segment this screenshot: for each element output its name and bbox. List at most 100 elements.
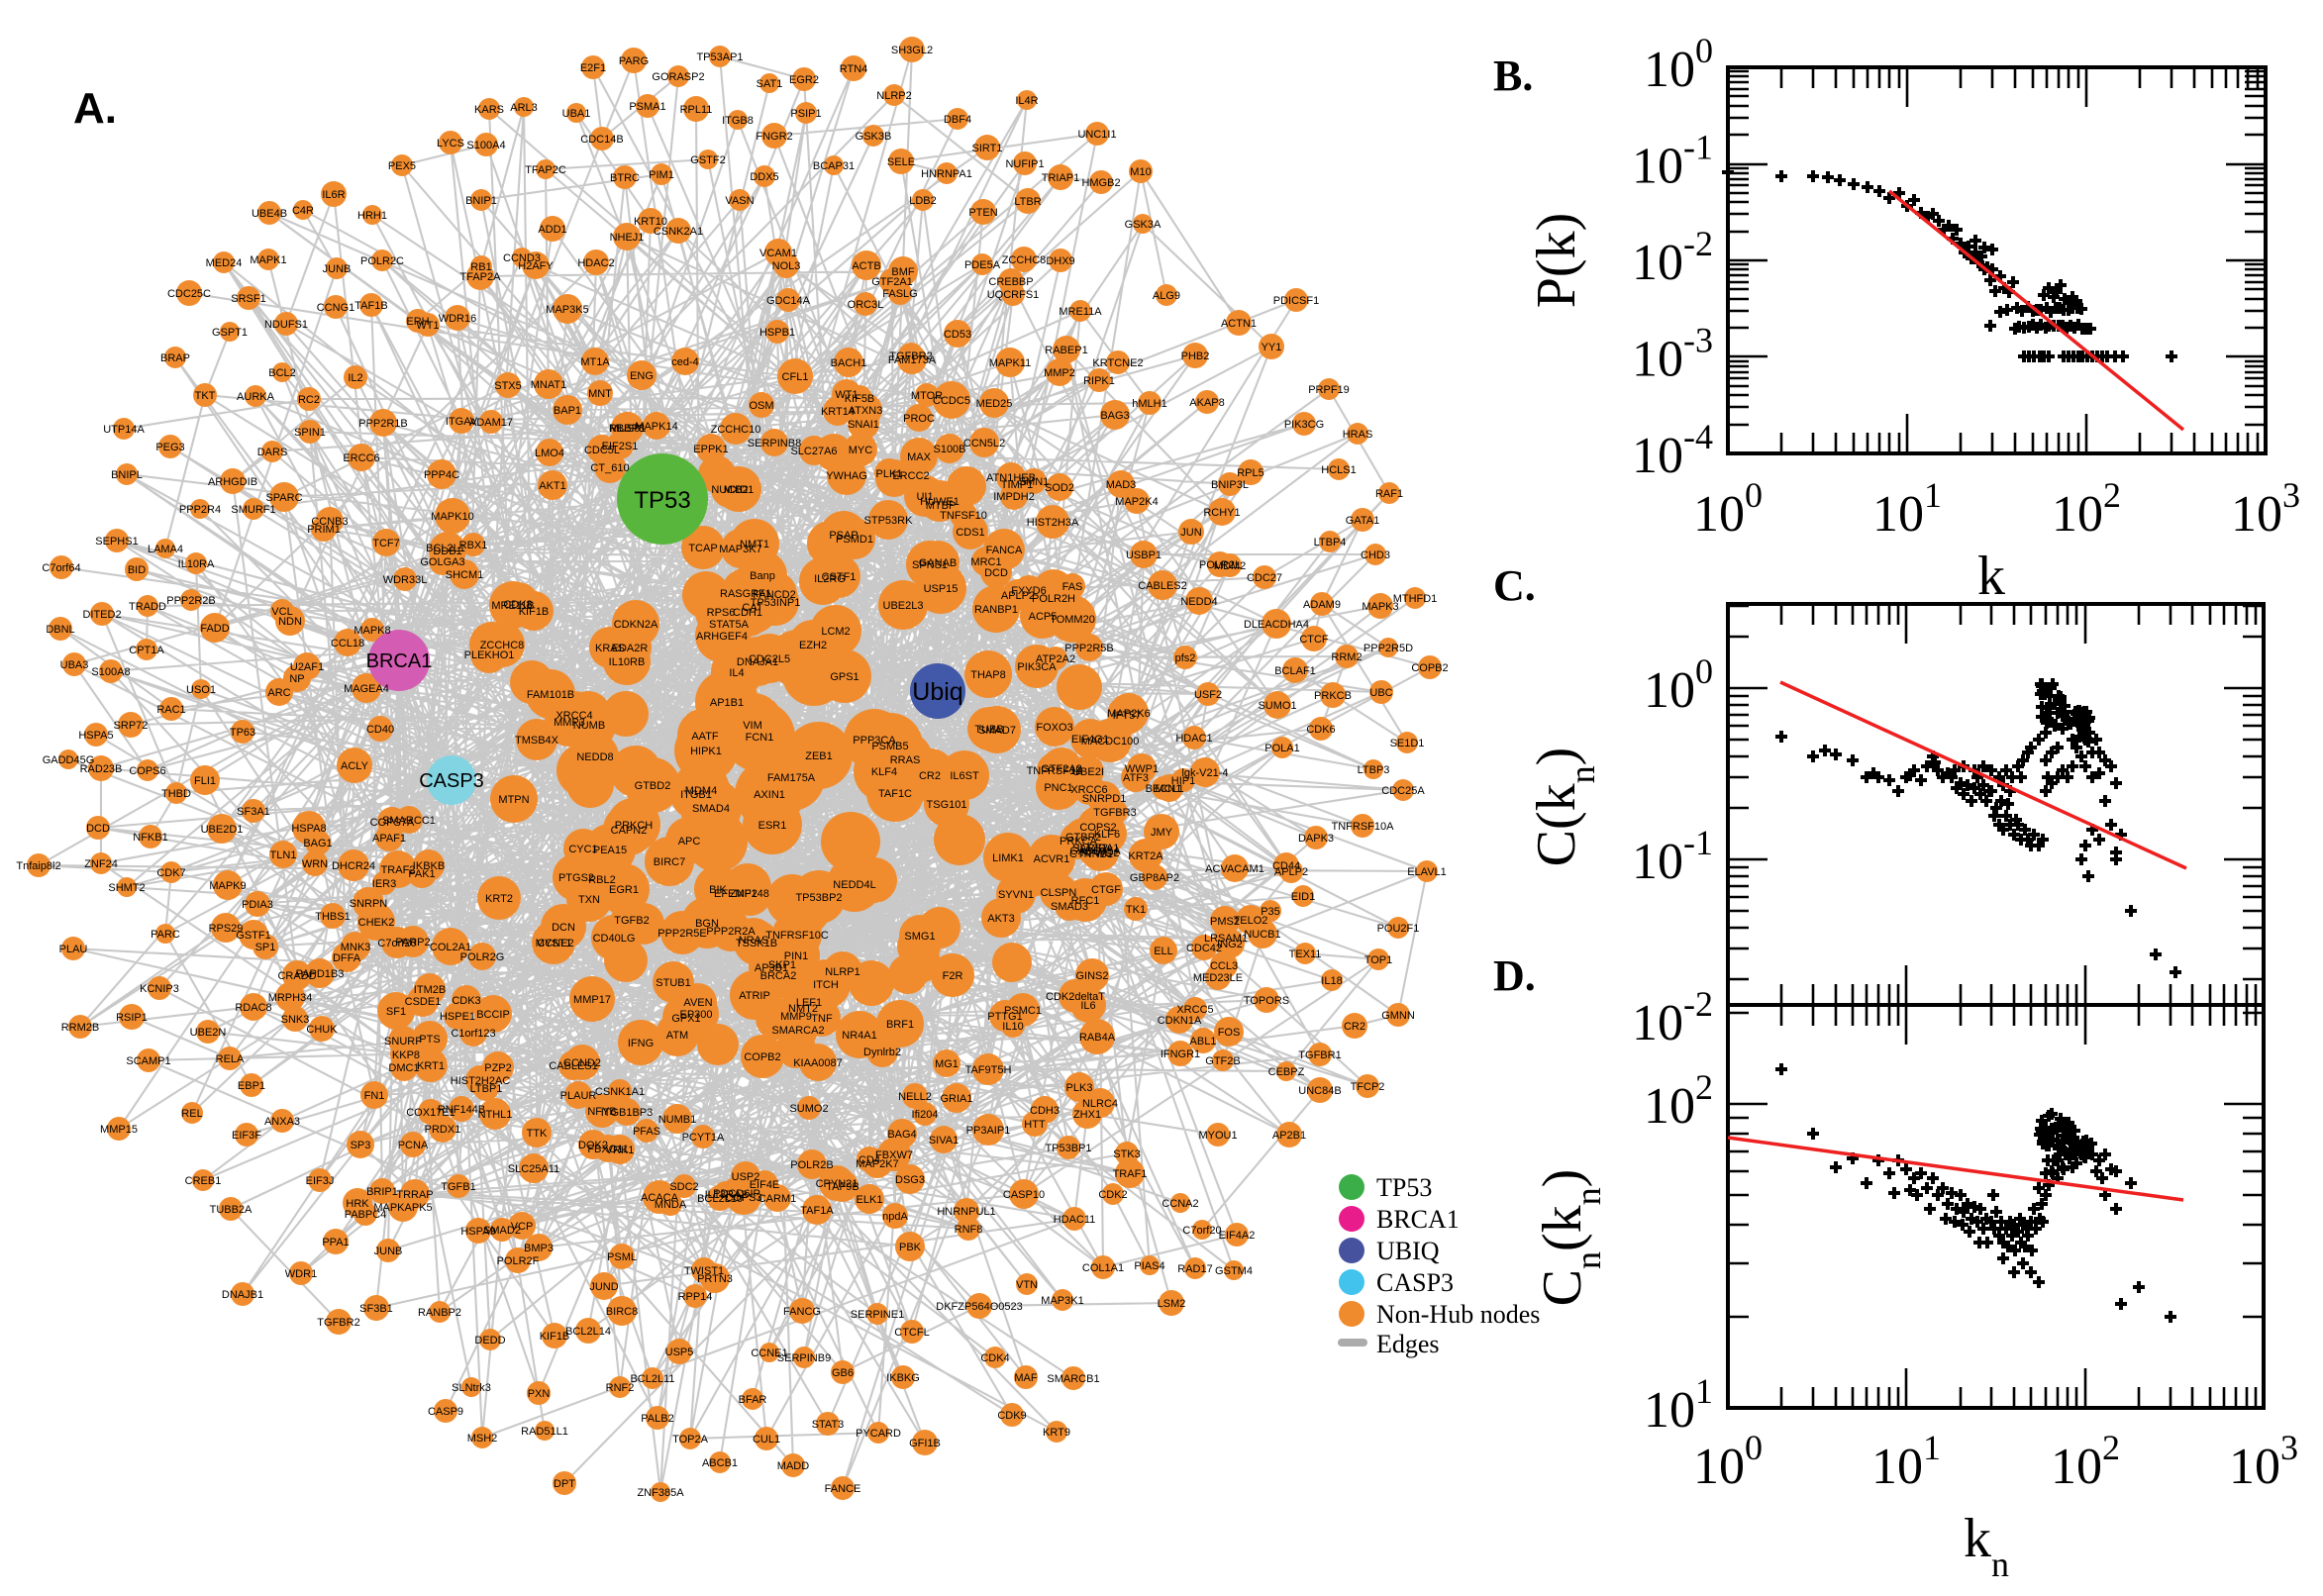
svg-text:FBXW7: FBXW7 (875, 1149, 913, 1161)
svg-text:ZHX1: ZHX1 (1073, 1109, 1101, 1121)
svg-text:IL10: IL10 (1002, 1021, 1023, 1033)
svg-text:IL13RA2: IL13RA2 (705, 1189, 748, 1201)
svg-text:FASLG: FASLG (882, 288, 917, 300)
svg-text:NELL2: NELL2 (898, 1091, 932, 1103)
svg-text:ATRIP: ATRIP (739, 990, 770, 1002)
svg-text:ERCC2: ERCC2 (892, 470, 929, 482)
svg-text:JUNB: JUNB (374, 1246, 403, 1257)
svg-text:TEX11: TEX11 (1289, 948, 1322, 960)
svg-text:MXD1: MXD1 (724, 484, 755, 496)
svg-text:AXIN1: AXIN1 (754, 789, 785, 801)
svg-text:VIM: VIM (743, 720, 762, 732)
svg-text:FXYD6: FXYD6 (1011, 585, 1046, 597)
svg-text:k: k (1977, 546, 2005, 607)
svg-text:TKT: TKT (195, 390, 216, 402)
svg-text:CCL3: CCL3 (1210, 960, 1238, 972)
svg-text:100: 100 (1644, 651, 1713, 719)
svg-text:DITED2: DITED2 (82, 609, 121, 621)
svg-text:KLF4: KLF4 (871, 766, 897, 778)
svg-text:IL6R: IL6R (322, 189, 345, 201)
svg-text:HIP1: HIP1 (1171, 775, 1195, 787)
svg-text:CABLES1: CABLES1 (549, 1060, 598, 1072)
svg-text:AP3B1: AP3B1 (755, 962, 788, 974)
svg-text:SF3B1: SF3B1 (359, 1303, 393, 1315)
svg-text:PLK3: PLK3 (1066, 1082, 1093, 1094)
svg-text:KIF1B: KIF1B (540, 1331, 570, 1343)
svg-text:JUND: JUND (589, 1281, 618, 1293)
svg-text:HRH1: HRH1 (357, 210, 387, 222)
svg-text:WDR1: WDR1 (285, 1268, 317, 1280)
svg-text:VTN: VTN (1016, 1279, 1038, 1291)
svg-text:TP53: TP53 (634, 487, 690, 514)
svg-text:ZNF385A: ZNF385A (637, 1487, 684, 1499)
svg-text:RPS6: RPS6 (707, 607, 736, 619)
svg-text:RFC1: RFC1 (1071, 895, 1100, 907)
svg-text:TMSB4X: TMSB4X (515, 735, 559, 747)
svg-text:SNRPN: SNRPN (350, 898, 388, 910)
svg-text:PDCD6IP: PDCD6IP (713, 1188, 760, 1200)
svg-text:AATF: AATF (691, 731, 719, 743)
svg-text:UBIQ: UBIQ (1376, 1237, 1440, 1265)
svg-text:101: 101 (1644, 1371, 1713, 1439)
svg-text:10-3: 10-3 (1632, 321, 1713, 388)
svg-text:AKT1: AKT1 (539, 480, 566, 492)
svg-text:TOP2A: TOP2A (672, 1434, 709, 1446)
svg-text:GTF2B: GTF2B (1205, 1055, 1240, 1067)
svg-text:CREBBP: CREBBP (988, 276, 1033, 288)
svg-text:RNF2: RNF2 (606, 1382, 635, 1394)
svg-text:NDN: NDN (278, 616, 302, 628)
svg-text:CCNE1: CCNE1 (751, 1347, 787, 1359)
svg-text:S100A4: S100A4 (466, 140, 505, 151)
svg-text:MAGEA4: MAGEA4 (344, 683, 389, 695)
svg-text:IKBKG: IKBKG (886, 1372, 920, 1384)
svg-text:IFT57: IFT57 (1113, 710, 1142, 722)
svg-text:FANCG: FANCG (783, 1306, 821, 1318)
svg-text:ZCCHC8: ZCCHC8 (480, 640, 525, 651)
svg-text:HRAS: HRAS (1343, 429, 1373, 441)
svg-text:EFEMP2: EFEMP2 (714, 888, 758, 900)
svg-text:PRKCH: PRKCH (615, 820, 654, 832)
svg-text:NFYB: NFYB (587, 1106, 616, 1118)
svg-text:POLR2C: POLR2C (360, 255, 404, 267)
svg-text:ACTN1: ACTN1 (1221, 318, 1257, 330)
svg-text:BRIP1: BRIP1 (366, 1186, 398, 1198)
svg-text:GOLGA3: GOLGA3 (420, 556, 464, 568)
svg-text:10-1: 10-1 (1632, 128, 1713, 195)
svg-text:THBS1: THBS1 (315, 911, 350, 923)
svg-text:DBF4: DBF4 (944, 114, 971, 126)
svg-text:MAPK9: MAPK9 (209, 880, 246, 892)
svg-text:BCL2L1: BCL2L1 (426, 543, 465, 554)
svg-text:UBA1: UBA1 (562, 108, 591, 120)
svg-text:CDK3: CDK3 (452, 995, 480, 1007)
svg-text:S100A8: S100A8 (91, 666, 130, 678)
svg-text:DNAJB1: DNAJB1 (222, 1289, 263, 1301)
svg-text:PRTN3: PRTN3 (697, 1273, 733, 1285)
svg-text:NRAS: NRAS (739, 935, 769, 947)
svg-text:GB6: GB6 (832, 1367, 854, 1379)
svg-text:PSIP1: PSIP1 (790, 108, 821, 120)
svg-text:MMP2: MMP2 (1044, 367, 1075, 379)
svg-text:CAPN2: CAPN2 (611, 825, 648, 837)
svg-text:NLRC4: NLRC4 (1082, 1098, 1118, 1110)
svg-text:PYCARD: PYCARD (856, 1428, 901, 1440)
svg-text:SNK3: SNK3 (281, 1014, 310, 1026)
svg-text:PEX5: PEX5 (388, 160, 416, 172)
svg-text:103: 103 (2229, 1428, 2298, 1495)
svg-text:RAD51L1: RAD51L1 (521, 1426, 568, 1438)
svg-text:PTTG1: PTTG1 (987, 1011, 1022, 1023)
svg-text:TFCP2: TFCP2 (1351, 1081, 1385, 1093)
svg-text:ACP5: ACP5 (1029, 611, 1058, 623)
svg-text:CDK8: CDK8 (503, 599, 532, 611)
svg-text:IL4: IL4 (729, 667, 744, 679)
svg-text:NHEJ1: NHEJ1 (610, 232, 645, 244)
svg-text:ERH: ERH (406, 316, 429, 328)
svg-text:GINS2: GINS2 (1075, 970, 1108, 982)
svg-text:SP3: SP3 (351, 1140, 371, 1151)
svg-text:ITCH: ITCH (813, 979, 839, 991)
svg-text:RRAS: RRAS (890, 754, 921, 766)
svg-text:ITGB1BP3: ITGB1BP3 (601, 1107, 654, 1119)
svg-text:PSMA1: PSMA1 (629, 101, 665, 113)
svg-text:AP2B1: AP2B1 (1272, 1130, 1306, 1142)
svg-text:CCDC5: CCDC5 (933, 395, 970, 407)
svg-text:BNIP1: BNIP1 (465, 195, 497, 207)
